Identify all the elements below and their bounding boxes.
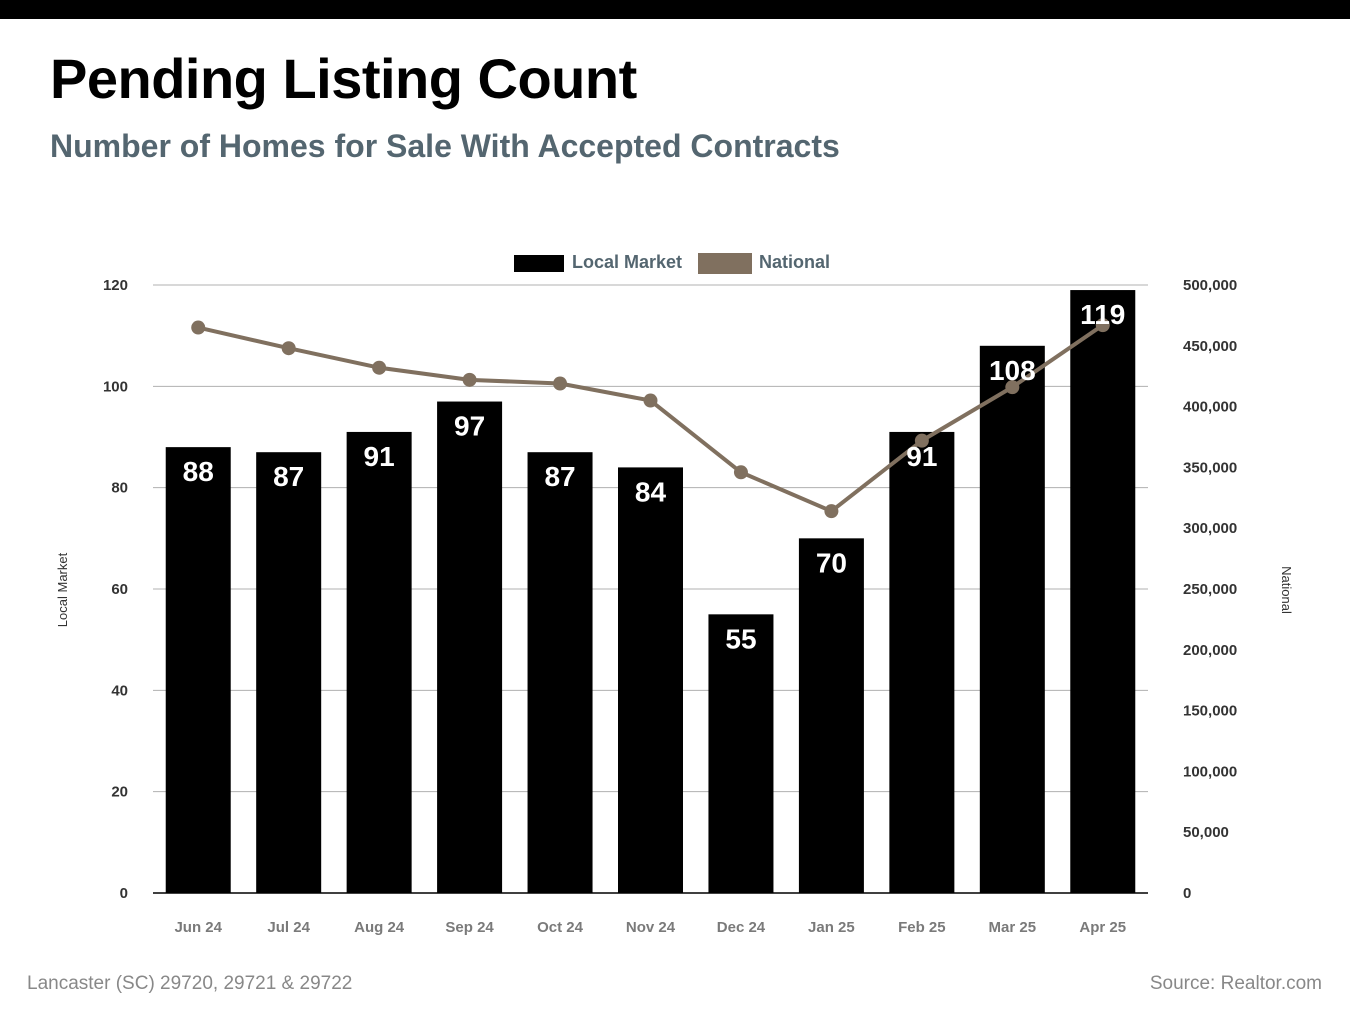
national-point [1095, 318, 1110, 333]
national-point [914, 433, 929, 448]
y-tick-label: 40 [111, 682, 128, 699]
bar [165, 447, 231, 893]
right-axis-ticks: 0 50,000 100,000 150,000 200,000 250,000 300,0… [1183, 277, 1237, 902]
bar [437, 401, 503, 893]
bar-value-label: 87 [544, 461, 575, 492]
top-bar [0, 0, 1350, 19]
y2-tick-label: 200,000 [1183, 642, 1237, 659]
legend: Local Market National [514, 252, 830, 274]
bar [708, 614, 774, 893]
x-tick-label: Aug 24 [354, 919, 405, 936]
y-tick-label: 120 [103, 277, 128, 294]
bar [527, 452, 593, 893]
y2-tick-label: 100,000 [1183, 763, 1237, 780]
bar-value-label: 108 [989, 355, 1036, 386]
bar-value-label: 87 [273, 461, 304, 492]
national-line-series [191, 318, 1110, 519]
y2-tick-label: 300,000 [1183, 520, 1237, 537]
bar [346, 431, 412, 893]
pending-listing-chart: 0 20 40 60 80 100 120 0 50,000 100,000 150,000 200… [55, 252, 1294, 936]
legend-swatch-local-market [514, 255, 564, 272]
x-tick-label: Dec 24 [717, 919, 766, 936]
x-tick-label: Jul 24 [267, 919, 310, 936]
bar [1070, 290, 1136, 894]
legend-swatch-national [698, 253, 752, 274]
y2-tick-label: 250,000 [1183, 581, 1237, 598]
y-tick-label: 0 [120, 885, 128, 902]
bar-value-label: 91 [906, 441, 937, 472]
footer-source: Source: Realtor.com [1149, 973, 1322, 994]
national-point [1005, 380, 1020, 395]
national-point [462, 372, 477, 387]
y-tick-label: 100 [103, 378, 128, 395]
bar-value-label: 119 [1080, 299, 1125, 330]
legend-label-national: National [759, 252, 830, 272]
bars [165, 290, 1136, 894]
y2-tick-label: 400,000 [1183, 399, 1237, 416]
bar-value-label: 70 [816, 547, 847, 578]
y-tick-label: 20 [111, 784, 128, 801]
x-tick-label: Nov 24 [626, 919, 676, 936]
y-tick-label: 60 [111, 581, 128, 598]
bar [979, 345, 1045, 893]
x-axis-ticks: Jun 24 Jul 24 Aug 24 Sep 24 Oct 24 Nov 24 Dec … [174, 919, 1126, 936]
bar [618, 467, 683, 893]
y-tick-label: 80 [111, 480, 128, 497]
bar-value-label: 55 [725, 623, 756, 654]
bar [889, 431, 955, 893]
national-point [824, 504, 839, 519]
national-point [281, 341, 296, 356]
x-tick-label: Mar 25 [989, 919, 1037, 936]
bar-data-labels: 88 87 91 97 87 84 55 70 91 108 119 [183, 299, 1126, 654]
x-tick-label: Sep 24 [445, 919, 494, 936]
national-point [643, 393, 658, 408]
bar-value-label: 91 [364, 441, 395, 472]
x-tick-label: Jun 24 [174, 919, 222, 936]
y-axis-title-left: Local Market [55, 552, 70, 627]
y2-tick-label: 150,000 [1183, 703, 1237, 720]
bar-value-label: 88 [183, 456, 214, 487]
national-point [733, 465, 748, 480]
bar [256, 452, 322, 893]
bar-value-label: 84 [635, 476, 667, 507]
y2-tick-label: 500,000 [1183, 277, 1237, 294]
page-subtitle: Number of Homes for Sale With Accepted C… [50, 128, 840, 164]
national-point [553, 376, 568, 391]
y2-tick-label: 450,000 [1183, 338, 1237, 355]
x-tick-label: Feb 25 [898, 919, 946, 936]
y2-tick-label: 50,000 [1183, 824, 1229, 841]
national-point [372, 360, 387, 375]
left-axis-ticks: 0 20 40 60 80 100 120 [103, 277, 128, 902]
x-tick-label: Jan 25 [808, 919, 855, 936]
bar [798, 538, 864, 893]
y2-tick-label: 350,000 [1183, 459, 1237, 476]
x-tick-label: Oct 24 [537, 919, 584, 936]
y2-tick-label: 0 [1183, 885, 1191, 902]
legend-label-local-market: Local Market [572, 252, 682, 272]
footer-location: Lancaster (SC) 29720, 29721 & 29722 [27, 973, 353, 994]
y-axis-title-right: National [1279, 566, 1294, 614]
page-title: Pending Listing Count [50, 47, 637, 110]
bar-value-label: 97 [454, 411, 485, 442]
x-tick-label: Apr 25 [1079, 919, 1126, 936]
national-point [191, 320, 206, 335]
